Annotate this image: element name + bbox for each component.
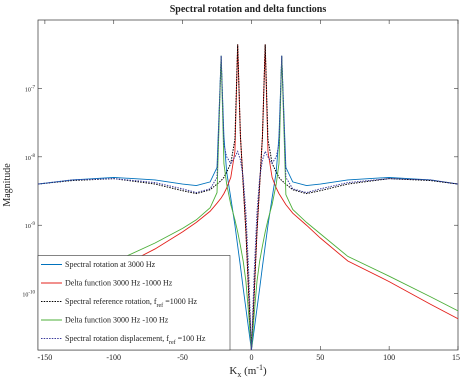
y-tick-base: 10: [25, 224, 31, 230]
legend-label: Delta function 3000 Hz -100 Hz: [65, 316, 169, 325]
legend-label: Spectral reference rotation, fref =1000 …: [65, 297, 197, 309]
legend-label-part: Spectral rotation displacement, f: [65, 334, 169, 343]
legend-label-sub: ref: [169, 339, 176, 346]
x-tick-label: 100: [383, 353, 395, 362]
y-tick-label: 10-8: [25, 154, 36, 162]
series-line: [38, 55, 458, 350]
y-tick-label: 10-9: [25, 222, 36, 230]
x-tick-label: 50: [316, 353, 324, 362]
legend-label-sub: ref: [157, 302, 164, 309]
y-tick-base: 10: [22, 293, 28, 299]
y-axis-label: Magnitude: [2, 163, 13, 207]
x-label-part: ): [263, 365, 267, 377]
series-line: [38, 55, 458, 350]
legend-label: Delta function 3000 Hz -1000 Hz: [65, 279, 173, 288]
legend-label-part: =100 Hz: [176, 334, 206, 343]
x-tick-label: 150: [452, 353, 460, 362]
y-tick-label: 10-10: [22, 291, 35, 299]
y-tick-exponent: -10: [28, 291, 35, 296]
x-axis-label: Kx (m-1): [229, 363, 267, 379]
x-tick-label: 0: [249, 353, 253, 362]
series-line: [38, 55, 458, 350]
x-tick-label: -50: [177, 353, 188, 362]
x-tick-label: -100: [106, 353, 121, 362]
y-tick-label: 10-7: [25, 85, 36, 93]
y-tick-exponent: -8: [31, 154, 36, 159]
y-tick-exponent: -9: [31, 222, 36, 227]
x-label-sub: x: [237, 370, 241, 379]
legend-label: Spectral rotation displacement, fref =10…: [65, 334, 206, 346]
y-tick-base: 10: [25, 156, 31, 162]
chart-title: Spectral rotation and delta functions: [170, 4, 327, 15]
x-label-sup: -1: [256, 363, 263, 372]
legend-label: Spectral rotation at 3000 Hz: [65, 260, 156, 269]
y-tick-exponent: -7: [31, 85, 36, 90]
legend-label-part: =1000 Hz: [163, 297, 197, 306]
y-tick-base: 10: [25, 87, 31, 93]
legend-label-part: Spectral reference rotation, f: [65, 297, 157, 306]
x-label-part: K: [229, 365, 237, 377]
legend-box: [37, 255, 231, 351]
series-line: [38, 44, 458, 350]
x-label-part: (m: [241, 365, 256, 377]
x-tick-label: -150: [38, 353, 53, 362]
plot-lines: [38, 44, 458, 350]
